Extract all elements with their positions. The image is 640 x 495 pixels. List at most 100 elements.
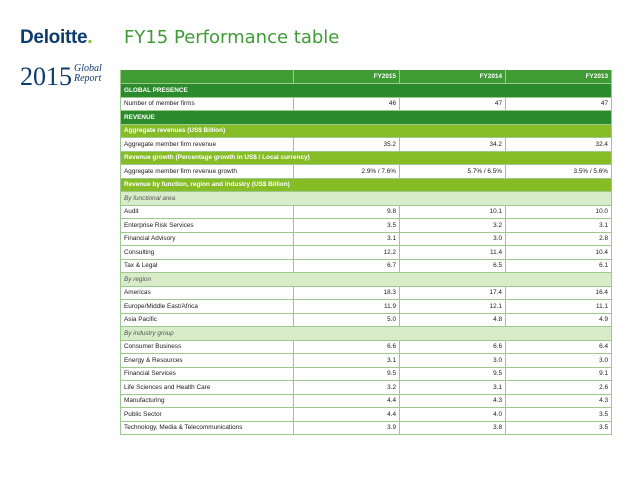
value-cell: 3.5 [505, 421, 612, 435]
value-cell: 3.9 [293, 421, 400, 435]
section-row: GLOBAL PRESENCE [120, 83, 612, 98]
value-cell: 10.0 [505, 205, 612, 219]
report-subtitle-line1: Global [74, 63, 102, 74]
table-row: Aggregate member firm revenue growth 2.9%… [120, 164, 612, 179]
value-cell: 2.8 [505, 232, 612, 246]
subsection-row: Aggregate revenues (US$ Billion) [120, 124, 612, 138]
logo-text: Deloitte [20, 27, 88, 48]
group-row: By industry group [120, 326, 612, 341]
table-row: Tax & Legal 6.7 6.5 6.1 [120, 259, 612, 273]
group-row: By functional area [120, 191, 612, 206]
value-cell: 3.0 [505, 353, 612, 368]
performance-table: FY2015 FY2014 FY2013 GLOBAL PRESENCE Number … [120, 70, 612, 435]
table-row: Enterprise Risk Services 3.5 3.2 3.1 [120, 218, 612, 233]
value-cell: 9.8 [293, 205, 400, 219]
value-cell: 9.5 [399, 367, 506, 381]
value-cell: 4.9 [505, 313, 612, 327]
value-cell: 6.5 [399, 259, 506, 273]
table-row: Public Sector 4.4 4.0 3.5 [120, 407, 612, 422]
row-label: Life Sciences and Health Care [120, 380, 294, 395]
subsection-row: Revenue growth (Percentage growth in US$… [120, 151, 612, 165]
row-label: Consumer Business [120, 340, 294, 354]
value-cell: 3.0 [399, 232, 506, 246]
deloitte-logo: Deloitte. [20, 27, 93, 49]
row-label: Europe/Middle East/Africa [120, 299, 294, 314]
value-cell: 3.5 [505, 407, 612, 422]
value-cell: 11.1 [505, 299, 612, 314]
value-cell: 46 [293, 97, 400, 111]
value-cell: 3.2 [399, 218, 506, 233]
value-cell: 3.5 [293, 218, 400, 233]
page-title: FY15 Performance table [124, 27, 340, 48]
value-cell: 6.7 [293, 259, 400, 273]
row-label: Aggregate member firm revenue growth [120, 164, 294, 179]
value-cell: 3.1 [505, 218, 612, 233]
table-row: Americas 18.3 17.4 16.4 [120, 286, 612, 300]
value-cell: 10.4 [505, 245, 612, 260]
value-cell: 34.2 [399, 137, 506, 152]
group-label: By functional area [120, 191, 612, 206]
value-cell: 47 [399, 97, 506, 111]
table-row: Number of member firms 46 47 47 [120, 97, 612, 111]
report-subtitle-line2: Report [74, 73, 102, 84]
row-label: Public Sector [120, 407, 294, 422]
performance-table-body: FY2015 FY2014 FY2013 GLOBAL PRESENCE Number … [120, 70, 612, 435]
value-cell: 12.1 [399, 299, 506, 314]
subsection-label: Revenue by function, region and industry… [120, 178, 612, 192]
subsection-label: Aggregate revenues (US$ Billion) [120, 124, 612, 138]
report-year: 2015 [20, 62, 72, 91]
table-row: Europe/Middle East/Africa 11.9 12.1 11.1 [120, 299, 612, 314]
value-cell: 2.9% / 7.6% [293, 164, 400, 179]
column-header-label [120, 70, 294, 84]
value-cell: 4.3 [399, 394, 506, 408]
value-cell: 5.0 [293, 313, 400, 327]
table-row: Consumer Business 6.6 6.6 6.4 [120, 340, 612, 354]
value-cell: 3.1 [293, 353, 400, 368]
value-cell: 2.6 [505, 380, 612, 395]
subsection-row: Revenue by function, region and industry… [120, 178, 612, 192]
value-cell: 3.8 [399, 421, 506, 435]
value-cell: 6.4 [505, 340, 612, 354]
value-cell: 11.9 [293, 299, 400, 314]
row-label: Asia Pacific [120, 313, 294, 327]
value-cell: 47 [505, 97, 612, 111]
value-cell: 4.3 [505, 394, 612, 408]
value-cell: 17.4 [399, 286, 506, 300]
value-cell: 12.2 [293, 245, 400, 260]
value-cell: 3.1 [399, 380, 506, 395]
value-cell: 10.1 [399, 205, 506, 219]
value-cell: 9.1 [505, 367, 612, 381]
subsection-label: Revenue growth (Percentage growth in US$… [120, 151, 612, 165]
table-row: Financial Advisory 3.1 3.0 2.8 [120, 232, 612, 246]
value-cell: 4.8 [399, 313, 506, 327]
row-label: Aggregate member firm revenue [120, 137, 294, 152]
table-row: Audit 9.8 10.1 10.0 [120, 205, 612, 219]
row-label: Technology, Media & Telecommunications [120, 421, 294, 435]
value-cell: 32.4 [505, 137, 612, 152]
group-label: By industry group [120, 326, 612, 341]
table-row: Consulting 12.2 11.4 10.4 [120, 245, 612, 260]
value-cell: 3.5% / 5.6% [505, 164, 612, 179]
table-row: Technology, Media & Telecommunications 3.… [120, 421, 612, 435]
value-cell: 11.4 [399, 245, 506, 260]
table-row: Manufacturing 4.4 4.3 4.3 [120, 394, 612, 408]
value-cell: 4.4 [293, 407, 400, 422]
table-row: Financial Services 9.5 9.5 9.1 [120, 367, 612, 381]
row-label: Audit [120, 205, 294, 219]
table-row: Aggregate member firm revenue 35.2 34.2 32.… [120, 137, 612, 152]
table-row: Life Sciences and Health Care 3.2 3.1 2.6 [120, 380, 612, 395]
group-row: By region [120, 272, 612, 287]
column-header-year: FY2013 [505, 70, 612, 84]
row-label: Americas [120, 286, 294, 300]
table-row: Asia Pacific 5.0 4.8 4.9 [120, 313, 612, 327]
section-label: GLOBAL PRESENCE [120, 83, 612, 98]
column-header-year: FY2015 [293, 70, 400, 84]
logo-dot: . [87, 27, 93, 48]
value-cell: 3.1 [293, 232, 400, 246]
column-header-year: FY2014 [399, 70, 506, 84]
row-label: Energy & Resources [120, 353, 294, 368]
value-cell: 9.5 [293, 367, 400, 381]
row-label: Manufacturing [120, 394, 294, 408]
row-label: Consulting [120, 245, 294, 260]
value-cell: 6.1 [505, 259, 612, 273]
